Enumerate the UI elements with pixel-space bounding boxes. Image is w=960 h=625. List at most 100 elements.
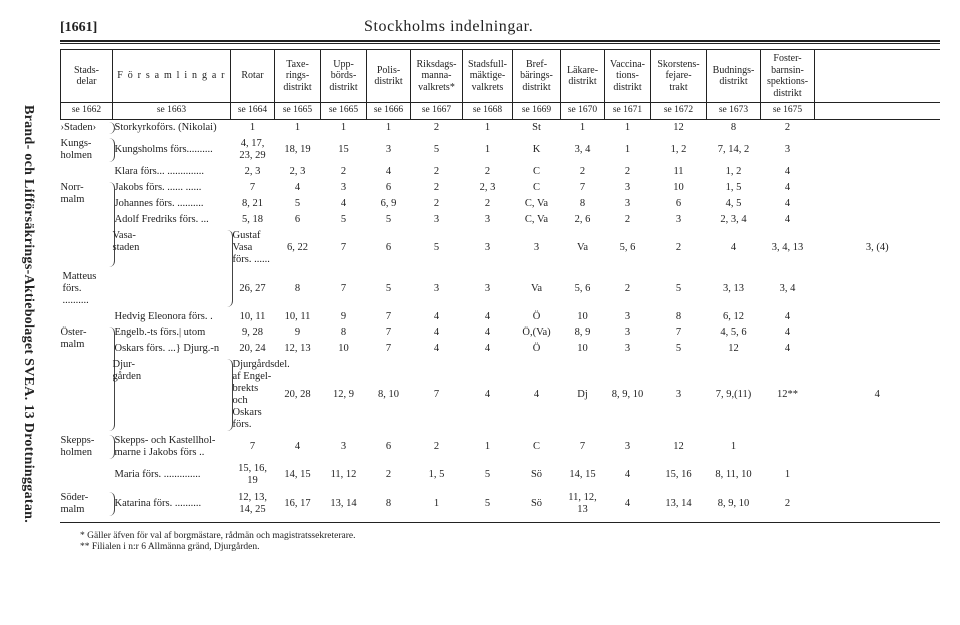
parish-name: Adolf Fredriks förs. ... <box>113 212 231 228</box>
cell: 3 <box>605 196 651 212</box>
col-subheader: se 1670 <box>561 103 605 120</box>
cell: 3 <box>761 136 815 164</box>
parish-name: Djurgårdsdel. af Engel-brekts och Oskars… <box>231 357 275 433</box>
cell: 1 <box>605 136 651 164</box>
cell: 3 <box>367 136 411 164</box>
cell: C, Va <box>513 212 561 228</box>
cell: 15, 16 <box>651 461 707 489</box>
cell: K <box>513 136 561 164</box>
cell: 7 <box>367 325 411 341</box>
cell: 13, 14 <box>651 490 707 518</box>
cell: Ö,(Va) <box>513 325 561 341</box>
district-group <box>61 164 113 180</box>
cell: 1 <box>605 119 651 136</box>
cell: 7 <box>411 357 463 433</box>
cell: 4 <box>761 180 815 196</box>
cell: 6 <box>651 196 707 212</box>
district-group: Norr-malm <box>61 180 113 268</box>
cell: 2, 3 <box>463 180 513 196</box>
cell: C <box>513 180 561 196</box>
cell: 1 <box>707 433 761 461</box>
cell: 4 <box>321 196 367 212</box>
cell: 2 <box>411 180 463 196</box>
cell: 3 <box>463 269 513 309</box>
parish-name: Jakobs förs. ...... ...... <box>113 180 231 196</box>
cell: 4 <box>761 325 815 341</box>
cell: 26, 27 <box>231 269 275 309</box>
parish-name: Skepps- och Kastellhol-marne i Jakobs fö… <box>113 433 231 461</box>
cell: 7 <box>561 180 605 196</box>
cell: 11 <box>651 164 707 180</box>
cell: 3 <box>463 212 513 228</box>
district-group: Söder-malm <box>61 490 113 518</box>
cell: 3 <box>605 325 651 341</box>
cell: 5 <box>463 490 513 518</box>
col-subheader: se 1671 <box>605 103 651 120</box>
district-group <box>61 461 113 489</box>
cell: 3 <box>513 228 561 268</box>
cell: 6, 22 <box>275 228 321 268</box>
cell: 3 <box>605 433 651 461</box>
cell: 6, 9 <box>367 196 411 212</box>
cell: 1, 5 <box>411 461 463 489</box>
cell: C, Va <box>513 196 561 212</box>
cell: St <box>513 119 561 136</box>
col-subheader: se 1665 <box>321 103 367 120</box>
divisions-table: Stads-delarF ö r s a m l i n g a rRotarT… <box>60 49 940 518</box>
cell: 8, 9 <box>561 325 605 341</box>
cell: 6 <box>367 433 411 461</box>
cell: 1, 2 <box>707 164 761 180</box>
cell: 4, 5, 6 <box>707 325 761 341</box>
parish-name: Johannes förs. .......... <box>113 196 231 212</box>
cell: 2 <box>761 119 815 136</box>
parish-name: Engelb.-ts förs.| utom <box>113 325 231 341</box>
district-group: Öster-malm <box>61 325 113 434</box>
cell: 8 <box>321 325 367 341</box>
cell: 4 <box>605 490 651 518</box>
cell: 10 <box>651 180 707 196</box>
cell: 4 <box>761 341 815 357</box>
cell: 3 <box>605 180 651 196</box>
col-header: Vaccina-tions-distrikt <box>605 50 651 103</box>
cell: 18, 19 <box>275 136 321 164</box>
cell: 7, 14, 2 <box>707 136 761 164</box>
cell: 3 <box>321 433 367 461</box>
cell: Ö <box>513 341 561 357</box>
cell: 1 <box>275 119 321 136</box>
col-header: Upp-börds-distrikt <box>321 50 367 103</box>
cell: 5 <box>411 228 463 268</box>
cell: 8 <box>275 269 321 309</box>
cell: 5 <box>651 341 707 357</box>
cell: 4 <box>411 325 463 341</box>
cell: 8, 9, 10 <box>605 357 651 433</box>
cell: 2, 3 <box>231 164 275 180</box>
cell: 11, 12,13 <box>561 490 605 518</box>
cell: 6 <box>275 212 321 228</box>
cell: 14, 15 <box>561 461 605 489</box>
cell: 13, 14 <box>321 490 367 518</box>
cell: 1 <box>463 433 513 461</box>
side-imprint: Brand- och Lifförsäkrings-Aktiebolaget S… <box>14 34 42 594</box>
cell: 7 <box>231 433 275 461</box>
cell: 15, 16,19 <box>231 461 275 489</box>
cell: 4 <box>463 309 513 325</box>
district-group: Djur-gården <box>113 357 231 433</box>
footnotes: * Gäller äfven för val af borgmästare, r… <box>60 531 940 552</box>
cell: 3, 13 <box>707 269 761 309</box>
cell: Sö <box>513 461 561 489</box>
cell: 2 <box>411 119 463 136</box>
cell: 9 <box>321 309 367 325</box>
col-header: F ö r s a m l i n g a r <box>113 50 231 103</box>
cell: 7 <box>367 341 411 357</box>
parish-name: Kungsholms förs.......... <box>113 136 231 164</box>
cell: 14, 15 <box>275 461 321 489</box>
parish-name: Storkyrkoförs. (Nikolai) <box>113 119 231 136</box>
cell: 4 <box>761 164 815 180</box>
parish-name: Maria förs. .............. <box>113 461 231 489</box>
cell: 12** <box>761 357 815 433</box>
cell: 1 <box>463 136 513 164</box>
cell: 10 <box>561 309 605 325</box>
cell: 5 <box>321 212 367 228</box>
cell: 3 <box>411 269 463 309</box>
cell: 4 <box>463 341 513 357</box>
